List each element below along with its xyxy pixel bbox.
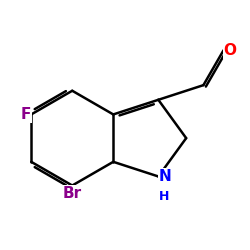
Text: N: N [158, 169, 171, 184]
Text: H: H [159, 190, 169, 203]
Text: F: F [21, 107, 31, 122]
Text: O: O [224, 43, 236, 58]
Text: Br: Br [63, 186, 82, 200]
